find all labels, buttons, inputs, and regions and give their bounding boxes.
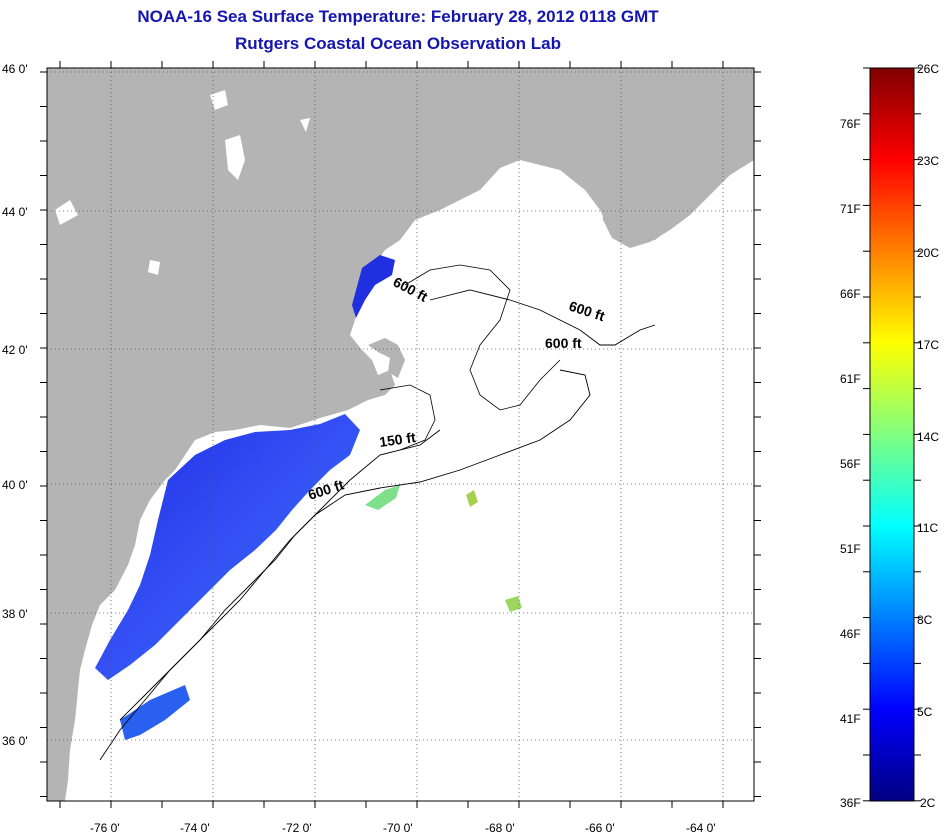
temperature-colorbar	[869, 67, 915, 802]
colorbar-label-c: 26C	[917, 62, 939, 76]
map-title: NOAA-16 Sea Surface Temperature: Februar…	[137, 7, 659, 26]
lon-label-64: -64 0'	[686, 821, 716, 835]
contour-line-inner	[379, 384, 436, 451]
contour-label: 150 ft	[378, 429, 417, 450]
colorbar-label-c: 23C	[917, 154, 939, 168]
sst-warm-patch-3	[466, 490, 478, 507]
colorbar-label-f: 76F	[840, 117, 861, 131]
colorbar-label-c: 17C	[917, 338, 939, 352]
land-cape-cod	[368, 338, 405, 378]
lat-label-38: 38 0'	[2, 607, 28, 621]
contour-line-georges-bank	[429, 289, 656, 346]
colorbar-label-c: 8C	[917, 613, 933, 627]
sst-southern-patch	[120, 685, 190, 740]
colorbar-label-f: 51F	[840, 542, 861, 556]
axis-ticks	[40, 61, 761, 808]
colorbar-label-c: 20C	[917, 246, 939, 260]
sst-warm-patch-1	[365, 485, 400, 510]
sst-warm-patch-2	[505, 596, 522, 612]
colorbar-label-c: 5C	[917, 705, 933, 719]
colorbar-label-f: 36F	[840, 796, 861, 810]
colorbar-label-c: 2C	[920, 796, 936, 810]
land-long-island	[238, 392, 355, 426]
land-east-coast	[47, 68, 754, 801]
lon-label-72: -72 0'	[282, 821, 312, 835]
contour-line-150ft	[99, 429, 441, 761]
colorbar-label-f: 56F	[840, 457, 861, 471]
colorbar-label-f: 66F	[840, 287, 861, 301]
sst-gulf-of-maine-coast	[352, 255, 395, 318]
lat-label-44: 44 0'	[2, 205, 28, 219]
map-subtitle: Rutgers Coastal Ocean Observation Lab	[235, 34, 561, 53]
colorbar-ticks	[863, 67, 921, 802]
contour-line-600ft	[119, 369, 591, 721]
colorbar-label-f: 46F	[840, 627, 861, 641]
sst-mid-atlantic-bight	[95, 414, 360, 680]
lon-label-66: -66 0'	[585, 821, 615, 835]
contour-line-gulf-of-maine	[404, 264, 561, 411]
lat-label-46: 46 0'	[2, 62, 28, 76]
colorbar-label-f: 41F	[840, 712, 861, 726]
colorbar-label-c: 14C	[917, 430, 939, 444]
lon-label-76: -76 0'	[90, 821, 120, 835]
map-frame	[46, 67, 755, 802]
lat-label-36: 36 0'	[2, 734, 28, 748]
lon-label-74: -74 0'	[180, 821, 210, 835]
colorbar-label-f: 71F	[840, 202, 861, 216]
contour-label: 600 ft	[545, 335, 582, 351]
lon-label-70: -70 0'	[383, 821, 413, 835]
lat-label-40: 40 0'	[2, 478, 28, 492]
lon-label-68: -68 0'	[485, 821, 515, 835]
land-nova-scotia	[600, 100, 754, 248]
colorbar-label-c: 11C	[917, 521, 938, 535]
colorbar-label-f: 61F	[840, 372, 861, 386]
lat-label-42: 42 0'	[2, 343, 28, 357]
